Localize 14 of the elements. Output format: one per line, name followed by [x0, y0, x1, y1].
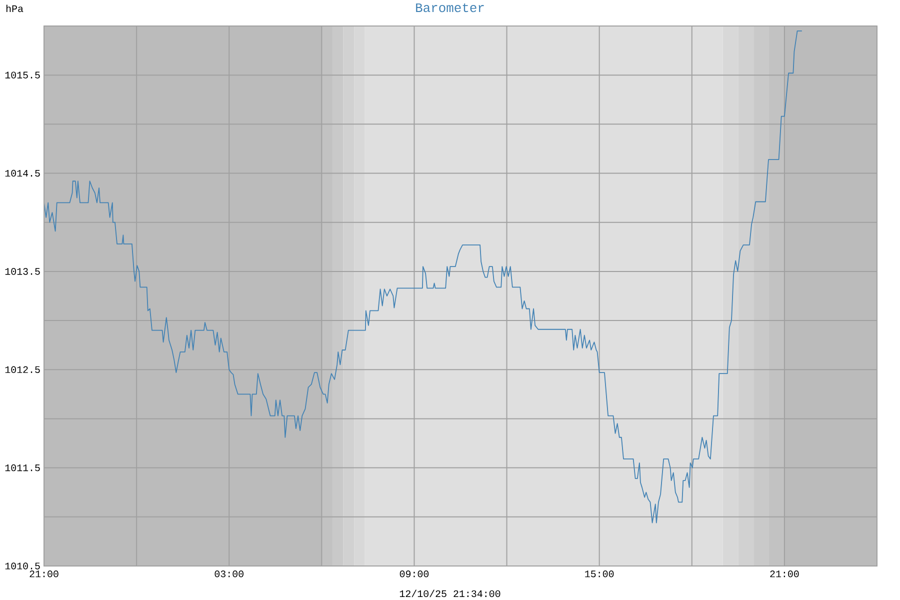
- y-tick-label: 1015.5: [5, 72, 40, 78]
- x-tick-label: 03:00: [214, 570, 244, 578]
- x-tick-label: 09:00: [400, 570, 429, 578]
- y-tick-label: 1013.5: [5, 268, 40, 275]
- text: 12/10/25 21:34:00: [400, 590, 500, 597]
- y-tick-label: 1010.5: [5, 562, 40, 570]
- y-tick-label: 1011.5: [5, 464, 40, 471]
- x-tick-label: 21:00: [770, 570, 799, 578]
- y-axis-title: hPa: [6, 4, 24, 12]
- x-tick-label: 21:00: [30, 570, 58, 578]
- y-tick-label: 1012.5: [5, 366, 40, 373]
- x-tick-label: 15:00: [585, 570, 614, 578]
- chart-title: Barometer: [416, 3, 484, 12]
- y-tick-label: 1014.5: [5, 170, 40, 176]
